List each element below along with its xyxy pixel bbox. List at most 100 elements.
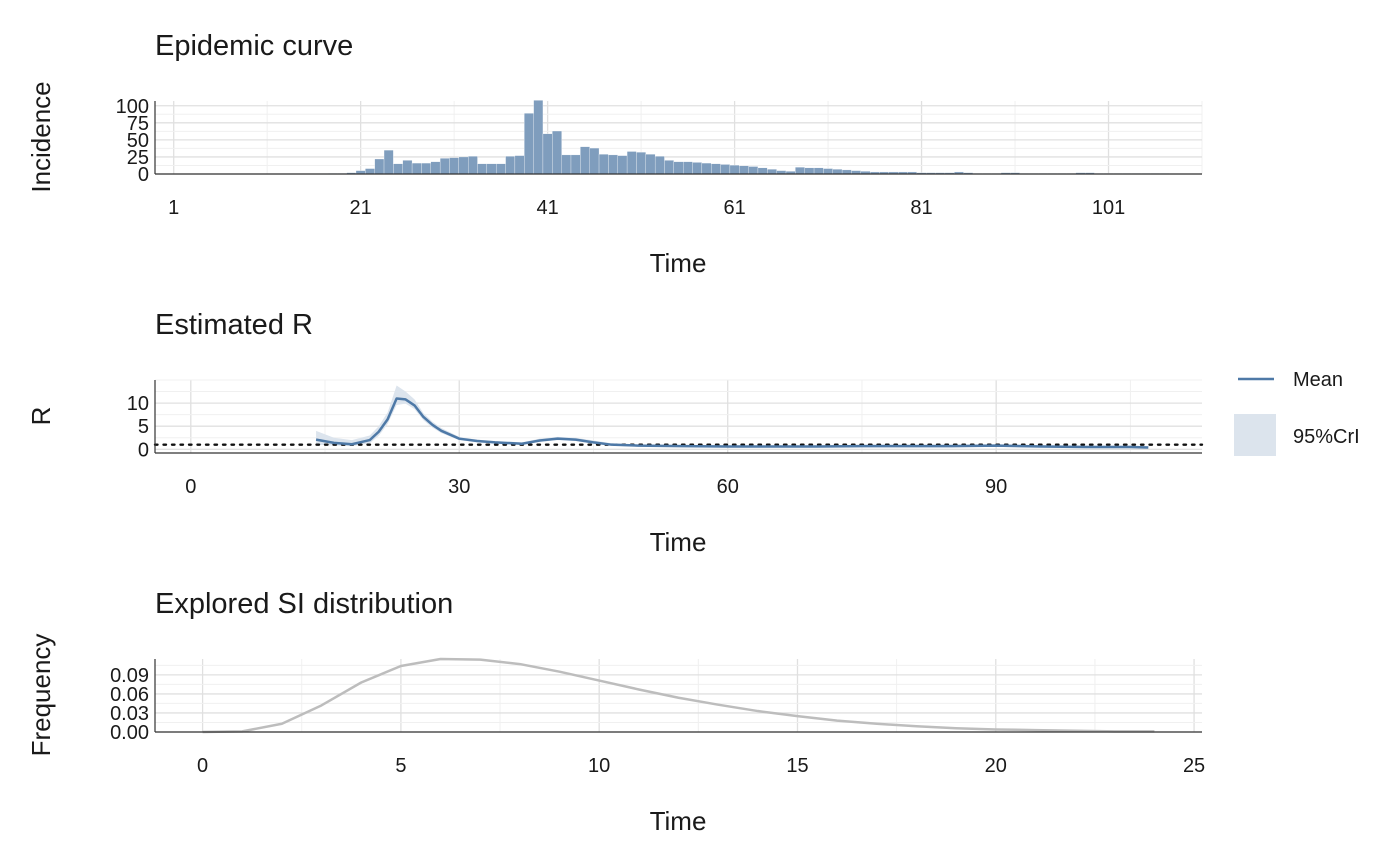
bar <box>589 147 600 175</box>
bar <box>496 163 506 175</box>
x-tick-label: 60 <box>717 476 739 498</box>
bar <box>757 167 768 175</box>
bar <box>580 146 590 175</box>
y-tick-label: 0.00 <box>110 722 149 744</box>
x-tick-label: 61 <box>723 197 745 219</box>
bar <box>813 167 824 175</box>
y-tick-label: 50 <box>127 130 149 152</box>
bar <box>570 154 581 175</box>
x-tick-label: 90 <box>985 476 1007 498</box>
bar <box>505 156 516 175</box>
bar <box>374 158 385 175</box>
bar <box>458 156 469 175</box>
y-tick-label: 5 <box>138 416 149 438</box>
y-tick-label: 0.06 <box>110 684 149 706</box>
x-tick-labels: 1 21 41 61 81 101 <box>168 197 1125 219</box>
x-tick-label: 15 <box>786 755 808 777</box>
y-tick-label: 0.03 <box>110 703 149 725</box>
bar <box>430 161 441 175</box>
bar <box>617 155 628 175</box>
bar <box>841 169 852 175</box>
bar <box>533 100 544 175</box>
bar <box>552 130 562 175</box>
x-tick-label: 41 <box>537 197 559 219</box>
x-tick-labels: 0 5 10 15 20 25 <box>197 755 1205 777</box>
bar <box>477 163 488 175</box>
bar <box>767 169 777 175</box>
mean-line <box>315 397 1149 449</box>
x-axis-title: Time <box>650 527 707 557</box>
bar <box>411 162 422 175</box>
bar <box>365 168 375 175</box>
x-tick-label: 25 <box>1183 755 1205 777</box>
grid <box>155 379 1202 453</box>
credible-interval-ribbon <box>316 385 1149 449</box>
x-axis-title: Time <box>650 248 707 278</box>
y-tick-label: 75 <box>127 113 149 135</box>
bar <box>683 161 693 175</box>
series-group <box>153 385 1204 449</box>
bar <box>673 161 684 175</box>
bar <box>608 154 618 175</box>
bar <box>664 160 674 175</box>
legend: Mean 95%CrI <box>1234 369 1360 456</box>
x-tick-label: 81 <box>910 197 932 219</box>
bar <box>692 162 703 175</box>
x-tick-label: 0 <box>197 755 208 777</box>
y-tick-label: 100 <box>116 96 149 118</box>
x-tick-label: 0 <box>185 476 196 498</box>
x-tick-label: 5 <box>395 755 406 777</box>
x-tick-label: 1 <box>168 197 179 219</box>
series-group <box>202 657 1155 734</box>
legend-mean-label: Mean <box>1293 369 1343 391</box>
bar <box>729 164 740 175</box>
bar <box>598 154 609 175</box>
x-tick-labels: 0 30 60 90 <box>185 476 1007 498</box>
bar <box>626 151 637 175</box>
bar <box>832 169 843 175</box>
legend-cri-label: 95%CrI <box>1293 426 1360 448</box>
bar <box>486 163 497 175</box>
x-tick-label: 101 <box>1092 197 1125 219</box>
y-tick-label: 10 <box>127 393 149 415</box>
y-tick-label: 0.09 <box>110 665 149 687</box>
bar <box>636 152 646 175</box>
bar <box>795 167 805 175</box>
legend-cri-key <box>1234 414 1276 456</box>
bar <box>711 163 721 175</box>
bar <box>468 156 478 175</box>
si-distribution-line <box>202 657 1155 734</box>
y-tick-label: 0 <box>138 439 149 461</box>
bar <box>654 156 665 175</box>
y-axis-title: R <box>26 407 56 426</box>
bar <box>393 163 403 175</box>
bar <box>421 162 431 175</box>
bar <box>402 160 413 175</box>
bar <box>561 154 572 175</box>
bar <box>439 158 450 175</box>
bar <box>701 162 712 175</box>
bar <box>449 157 459 175</box>
y-tick-label: 0 <box>138 164 149 186</box>
bar <box>720 164 731 175</box>
bar <box>514 155 525 175</box>
x-tick-label: 21 <box>350 197 372 219</box>
bar <box>804 167 815 175</box>
bar <box>823 168 833 175</box>
bar <box>524 113 534 175</box>
chart-title-epidemic-curve: Epidemic curve <box>155 30 353 62</box>
bar <box>748 166 759 175</box>
y-tick-labels: 0.000.030.060.09 <box>110 665 149 744</box>
x-tick-label: 30 <box>448 476 470 498</box>
chart-title-estimated-r: Estimated R <box>155 309 313 341</box>
bar <box>542 133 553 175</box>
x-axis-title: Time <box>650 806 707 836</box>
chart-title-si-distribution: Explored SI distribution <box>155 588 453 620</box>
y-tick-label: 25 <box>127 147 149 169</box>
y-axis-title: Frequency <box>26 634 56 757</box>
bar <box>383 149 394 175</box>
